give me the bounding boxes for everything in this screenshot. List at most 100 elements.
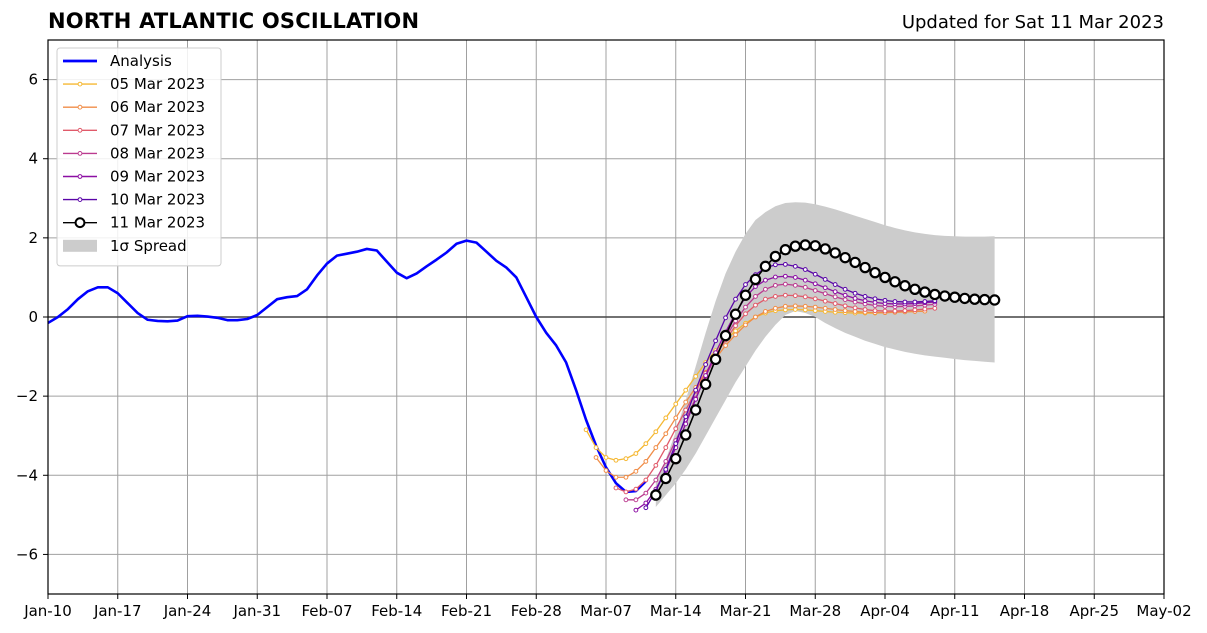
series-point [763, 296, 768, 302]
series-point [769, 250, 782, 263]
series-point [802, 277, 808, 283]
series-point [812, 304, 818, 310]
series-point [749, 273, 762, 286]
series-point [643, 505, 649, 511]
series-point [812, 281, 818, 287]
series-point [663, 459, 669, 464]
x-tick-label: Apr-18 [1000, 602, 1050, 620]
series-point [882, 297, 888, 303]
series-point [593, 445, 599, 450]
series-point [832, 294, 838, 300]
series-point [689, 404, 702, 416]
chart-subtitle: Updated for Sat 11 Mar 2023 [901, 12, 1164, 33]
series-point [988, 294, 1001, 306]
series-point [792, 263, 798, 269]
series-point [623, 456, 629, 462]
series-point [623, 489, 629, 495]
series-point [959, 292, 971, 305]
series-point [939, 290, 951, 302]
series-point [713, 338, 719, 344]
series-point [613, 474, 619, 480]
series-point [633, 486, 639, 492]
series-point [822, 298, 828, 304]
series-point [892, 299, 898, 304]
series-point [872, 296, 878, 302]
series-point [663, 466, 669, 472]
series-point [822, 277, 828, 282]
y-tick-label: −2 [16, 387, 38, 405]
series-point [872, 308, 878, 314]
series-point [832, 282, 838, 287]
legend-layer: Analysis 05 Mar 2023 06 Mar 2023 07 Mar 202… [56, 47, 222, 267]
series-line [595, 305, 925, 478]
legend-box [56, 47, 222, 267]
series-point [603, 468, 609, 473]
series-point [922, 306, 928, 312]
series-point [922, 299, 928, 304]
series-point [862, 294, 868, 299]
legend-label: Analysis [110, 52, 172, 70]
series-point [792, 303, 798, 309]
series-point [782, 292, 788, 298]
series-point [673, 426, 679, 431]
series-point [633, 507, 639, 513]
series-point [889, 276, 901, 288]
series-point [753, 314, 758, 320]
series-point [812, 288, 818, 293]
series-point [929, 288, 941, 301]
series-point [633, 451, 639, 456]
series-point [812, 271, 818, 277]
legend-label: 10 Mar 2023 [110, 191, 205, 209]
series-point [862, 298, 868, 304]
series-point [673, 415, 679, 421]
series-point [673, 441, 679, 447]
series-point [743, 304, 748, 310]
series-point [723, 343, 728, 348]
series-point [772, 274, 778, 280]
frame-layer: Jan-10 Jan-17 Jan-24 Jan-31 Feb-07 Feb-14 Feb-… [16, 39, 1192, 620]
series-point [683, 407, 689, 413]
series-point [660, 472, 672, 485]
series-point [782, 261, 788, 267]
series-point [772, 282, 778, 288]
series-point [759, 260, 772, 273]
series-point [852, 305, 858, 311]
series-point [653, 477, 659, 483]
series-point [763, 286, 768, 292]
series-point [822, 291, 828, 297]
series-point [633, 468, 639, 474]
legend-label: 08 Mar 2023 [110, 144, 205, 162]
series-point [802, 267, 808, 272]
series-point [842, 286, 848, 292]
series-point [623, 497, 629, 503]
series-point [852, 290, 858, 296]
x-tick-label: Jan-31 [232, 602, 281, 620]
series-point [703, 362, 709, 367]
y-tick-label: 2 [28, 229, 38, 247]
series-point [743, 282, 748, 287]
series-point [812, 296, 818, 302]
series-point [802, 284, 808, 290]
x-tick-label: Feb-14 [371, 602, 422, 620]
series-point [693, 387, 699, 393]
series-point [892, 308, 898, 314]
series-point [643, 459, 649, 464]
series-point [633, 497, 639, 503]
series-point [613, 485, 619, 491]
legend-marker [77, 127, 83, 133]
series-point [719, 329, 732, 342]
series-point [789, 240, 802, 252]
series-point [683, 387, 689, 393]
legend-marker [77, 197, 83, 203]
legend-label: 06 Mar 2023 [110, 98, 205, 116]
x-tick-label: Jan-17 [93, 602, 142, 620]
series-point [912, 299, 918, 305]
series-point [912, 307, 918, 313]
series-point [643, 477, 649, 483]
series-point [753, 302, 758, 308]
series-point [703, 373, 709, 378]
series-point [832, 307, 838, 312]
series-point [723, 315, 728, 321]
series-point [673, 401, 679, 407]
series-point [968, 293, 981, 305]
